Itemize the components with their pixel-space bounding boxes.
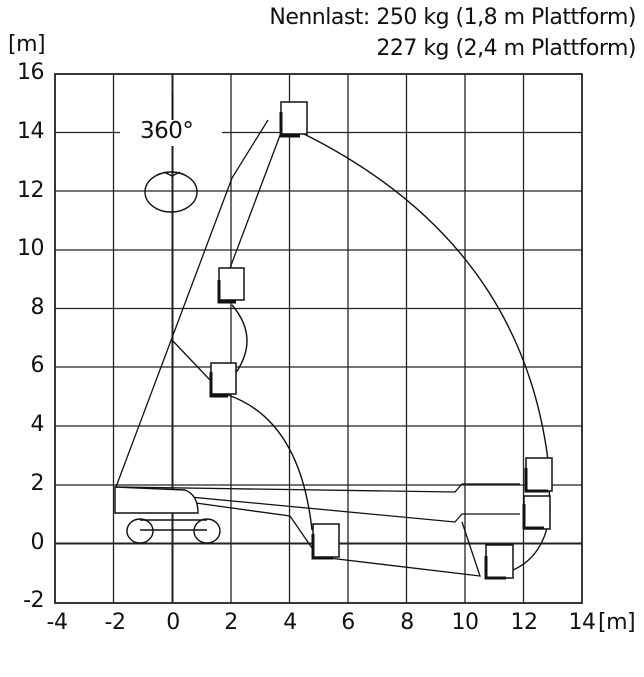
- grid: [54, 73, 583, 604]
- x-tick: 12: [510, 610, 539, 635]
- rotation-label: 360°: [140, 118, 194, 144]
- x-tick: -2: [104, 610, 126, 635]
- y-tick: -2: [23, 588, 44, 613]
- rotation-icon: [144, 94, 198, 213]
- x-tick: 4: [283, 610, 297, 635]
- y-tick: 2: [30, 471, 45, 496]
- rated-load-line2: 227 kg (2,4 m Plattform): [376, 36, 636, 61]
- y-tick: 10: [17, 236, 45, 261]
- machine: [114, 486, 221, 544]
- platforms: [210, 101, 553, 579]
- rated-load-line1: Nennlast: 250 kg (1,8 m Plattform): [269, 5, 636, 30]
- x-tick: 6: [341, 610, 355, 635]
- y-axis-unit: [m]: [8, 32, 46, 57]
- envelope-curve: [227, 131, 551, 577]
- y-tick: 16: [17, 60, 45, 85]
- x-tick: 2: [224, 610, 238, 635]
- y-tick: 4: [30, 412, 45, 437]
- y-tick: 14: [17, 119, 45, 144]
- x-tick: 8: [400, 610, 414, 635]
- y-tick: 8: [30, 295, 45, 320]
- x-tick: 0: [166, 610, 180, 635]
- y-tick: 12: [17, 178, 45, 203]
- x-axis-unit: [m]: [598, 610, 636, 635]
- y-tick: 6: [30, 353, 45, 378]
- y-tick: 0: [30, 530, 45, 555]
- x-tick: 10: [451, 610, 480, 635]
- x-tick: -4: [46, 610, 68, 635]
- x-tick: 14: [568, 610, 597, 635]
